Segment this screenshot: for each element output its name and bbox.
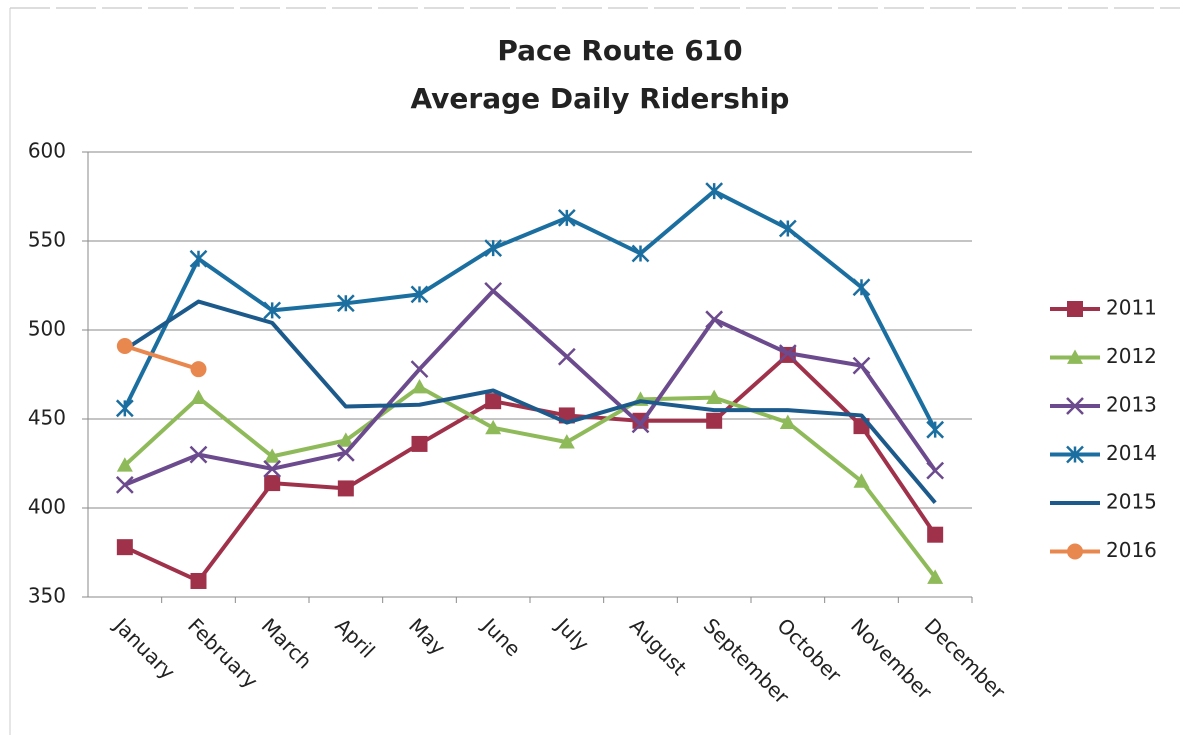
marker [190, 572, 207, 589]
legend-label: 2012 [1106, 344, 1157, 368]
marker [411, 378, 428, 394]
marker [485, 419, 502, 435]
marker [263, 459, 282, 478]
marker [264, 448, 281, 463]
marker [189, 445, 208, 464]
legend-marker [1066, 397, 1084, 415]
marker [852, 356, 871, 375]
marker [927, 526, 944, 543]
series-line [123, 384, 937, 579]
marker [116, 539, 133, 556]
marker [706, 389, 723, 405]
marker [410, 285, 429, 304]
marker [778, 219, 797, 238]
legend-label: 2014 [1106, 441, 1157, 465]
marker [410, 360, 429, 379]
marker [411, 435, 428, 452]
marker [337, 480, 354, 497]
marker [485, 393, 502, 410]
marker [926, 461, 945, 480]
marker [484, 281, 503, 300]
marker [853, 473, 870, 488]
marker [631, 415, 650, 434]
marker [189, 249, 208, 268]
y-tick-label: 450 [28, 406, 66, 430]
legend-marker [1066, 445, 1084, 464]
marker [705, 182, 724, 201]
series-line [123, 189, 937, 431]
marker [264, 475, 281, 492]
marker [337, 432, 354, 447]
marker [115, 475, 134, 494]
marker [263, 301, 282, 320]
series-line [124, 288, 937, 487]
marker [115, 399, 134, 418]
marker [116, 457, 133, 472]
marker [852, 278, 871, 297]
marker [116, 338, 133, 355]
legend-label: 2016 [1106, 538, 1157, 562]
y-tick-label: 500 [28, 317, 66, 341]
legend-marker [1067, 301, 1083, 317]
y-tick-label: 600 [28, 139, 66, 163]
marker [631, 244, 650, 263]
chart-title: Pace Route 610 [497, 34, 742, 67]
y-tick-label: 550 [28, 228, 66, 252]
marker [927, 569, 944, 584]
legend-label: 2015 [1106, 490, 1157, 514]
legend-marker [1067, 543, 1083, 560]
marker [336, 443, 355, 462]
marker [779, 414, 796, 429]
marker [705, 310, 724, 329]
y-tick-label: 350 [28, 584, 66, 608]
series-line [123, 299, 937, 504]
series-line [124, 344, 200, 372]
marker [484, 239, 503, 258]
legend-marker [1067, 349, 1083, 364]
marker [706, 412, 723, 429]
marker [190, 389, 207, 405]
marker [557, 347, 576, 366]
marker [336, 294, 355, 313]
legend-label: 2013 [1106, 393, 1157, 417]
marker [926, 420, 945, 439]
marker [190, 361, 207, 378]
marker [558, 434, 575, 449]
chart-title: Average Daily Ridership [411, 82, 790, 115]
marker [557, 208, 576, 227]
y-tick-label: 400 [28, 495, 66, 519]
marker [778, 344, 797, 363]
legend-label: 2011 [1106, 296, 1157, 320]
